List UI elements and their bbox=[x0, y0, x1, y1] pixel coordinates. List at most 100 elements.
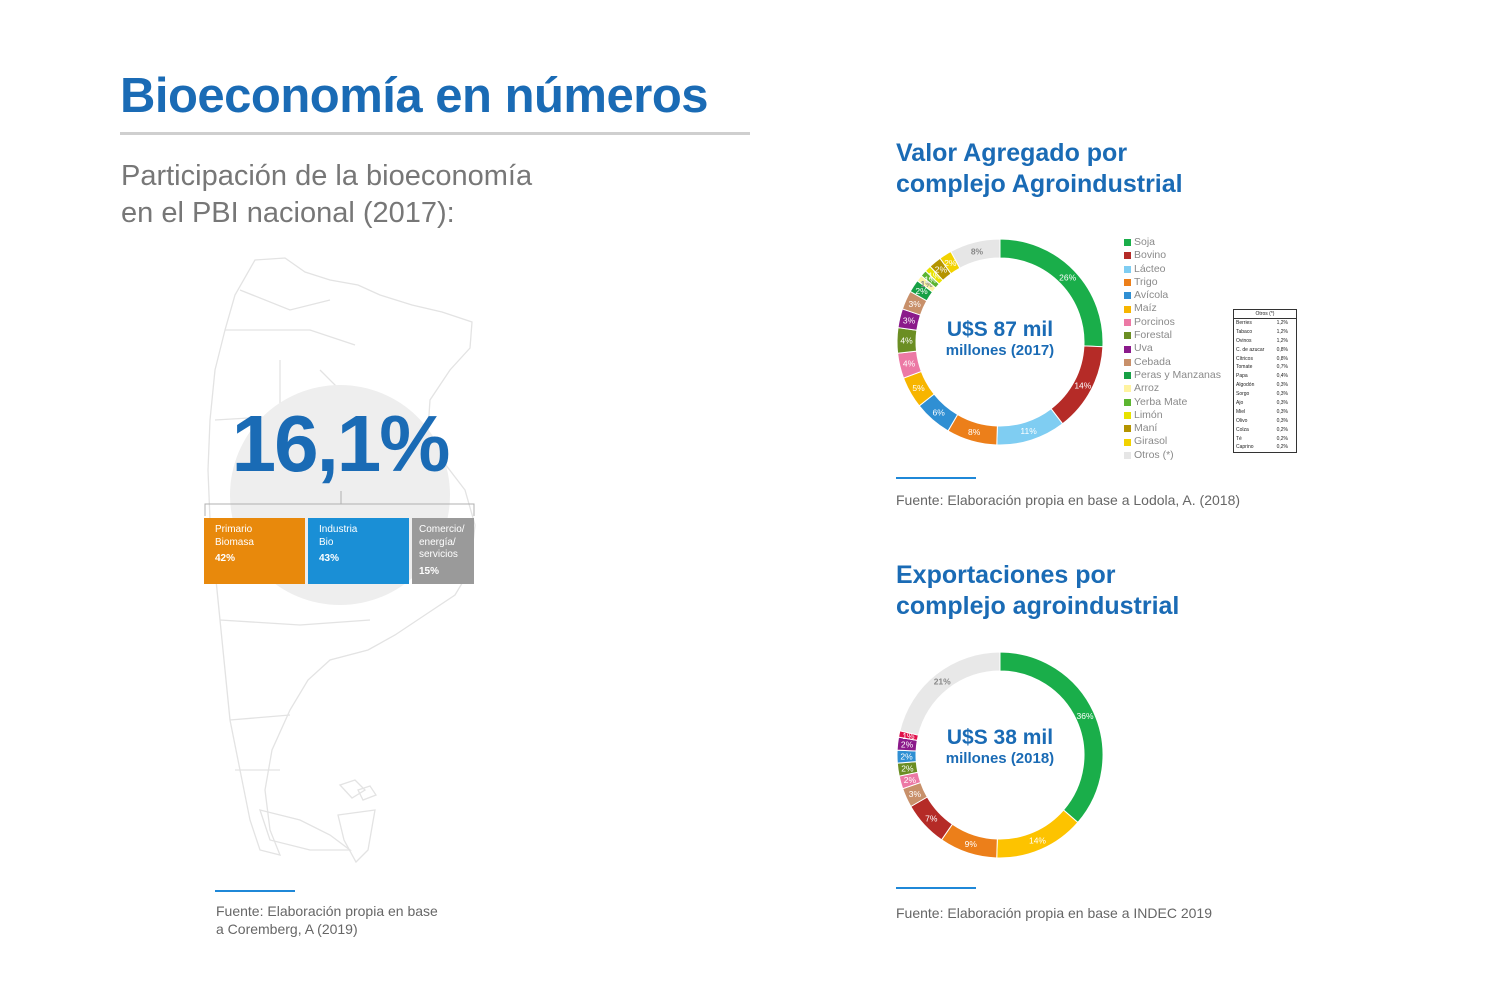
legend-label: Lácteo bbox=[1134, 262, 1166, 275]
otros-table-row: Algodón 0,3% bbox=[1234, 381, 1296, 390]
legend-swatch bbox=[1124, 358, 1131, 366]
otros-item-value: 1,2% bbox=[1276, 337, 1288, 344]
otros-item-value: 1,2% bbox=[1276, 320, 1288, 326]
legend-swatch bbox=[1124, 398, 1131, 406]
legend-label: Bovino bbox=[1134, 249, 1167, 262]
legend-label: Trigo bbox=[1134, 275, 1158, 288]
page-title: Bioeconomía en números bbox=[120, 69, 709, 123]
otros-item-name: Tomate bbox=[1236, 364, 1253, 371]
legend-item: Porcinos bbox=[1124, 316, 1221, 329]
otros-item-name: Sorgo bbox=[1236, 391, 1250, 398]
segment-label-line: energía/ bbox=[419, 536, 456, 548]
slice-label: 26% bbox=[1059, 272, 1076, 282]
otros-table-row: Ajo 0,3% bbox=[1234, 399, 1296, 408]
segment-primario: Primario Biomasa 42% bbox=[204, 518, 305, 584]
otros-item-value: 0,3% bbox=[1276, 382, 1288, 389]
otros-table-row: Caprino 0,2% bbox=[1234, 443, 1296, 452]
chart-title-line: complejo Agroindustrial bbox=[896, 170, 1183, 198]
legend-label: Maní bbox=[1134, 422, 1158, 435]
chart-title: Valor Agregado por complejo Agroindustri… bbox=[896, 138, 1183, 200]
otros-item-value: 0,4% bbox=[1276, 373, 1288, 380]
otros-item-name: Colza bbox=[1236, 426, 1249, 433]
legend-label: Girasol bbox=[1134, 435, 1168, 448]
legend-label: Limón bbox=[1134, 408, 1163, 421]
legend-label: Avícola bbox=[1134, 289, 1169, 302]
legend-swatch bbox=[1124, 412, 1131, 419]
slice-label: 2% bbox=[901, 740, 914, 750]
source-divider bbox=[896, 887, 976, 889]
donut-slice bbox=[950, 238, 1001, 269]
otros-table-row: Tomate 0,7% bbox=[1234, 363, 1296, 372]
otros-item-name: Cítricos bbox=[1236, 355, 1253, 362]
bioeconomy-share-value: 16,1% bbox=[231, 399, 451, 488]
legend-swatch bbox=[1124, 252, 1131, 260]
otros-table-row: Cítricos 0,8% bbox=[1234, 355, 1296, 364]
slice-label: 2% bbox=[915, 286, 928, 296]
otros-table-row: Miel 0,3% bbox=[1234, 408, 1296, 417]
legend-label: Otros (*) bbox=[1134, 448, 1174, 461]
segment-label-line: servicios bbox=[419, 549, 458, 560]
slice-label: 2% bbox=[901, 763, 914, 773]
segment-comercio: Comercio/ energía/ servicios 15% bbox=[412, 518, 474, 584]
legend-item: Girasol bbox=[1124, 435, 1221, 448]
segment-label-line: Primario bbox=[215, 524, 253, 535]
legend-swatch bbox=[1124, 305, 1131, 313]
slice-label: 2% bbox=[944, 258, 957, 268]
otros-item-name: C. de azucar bbox=[1236, 346, 1265, 353]
otros-item-value: 0,2% bbox=[1276, 426, 1288, 433]
otros-table-row: Papa 0,4% bbox=[1234, 372, 1296, 381]
slice-label: 1% bbox=[902, 731, 915, 741]
otros-item-name: Ajo bbox=[1236, 400, 1244, 407]
slice-label: 1% bbox=[924, 275, 937, 285]
donut-slice bbox=[899, 651, 1001, 736]
chart-legend: Soja Bovino Lácteo Trigo Avícola Maíz Porcinos… bbox=[1124, 236, 1221, 462]
otros-item-name: Algodón bbox=[1236, 382, 1255, 389]
otros-table-row: Colza 0,2% bbox=[1234, 426, 1296, 435]
slice-label: 4% bbox=[900, 336, 913, 346]
legend-label: Arroz bbox=[1134, 382, 1160, 395]
slice-label: 6% bbox=[933, 408, 946, 418]
legend-swatch bbox=[1124, 372, 1131, 380]
chart-title: Exportaciones por complejo agroindustria… bbox=[896, 560, 1179, 622]
slice-label: 11% bbox=[1020, 426, 1037, 436]
legend-item: Maíz bbox=[1124, 302, 1221, 315]
otros-table-row: Sorgo 0,3% bbox=[1234, 390, 1296, 399]
otros-table-header: Otros (*) bbox=[1234, 310, 1296, 319]
slice-label: 2% bbox=[904, 775, 917, 785]
source-divider bbox=[215, 890, 295, 892]
legend-item: Yerba Mate bbox=[1124, 396, 1221, 409]
legend-swatch bbox=[1124, 239, 1131, 247]
legend-swatch bbox=[1124, 279, 1131, 287]
center-caption: millones (2017) bbox=[945, 342, 1055, 359]
legend-label: Peras y Manzanas bbox=[1134, 368, 1221, 381]
source-note: Fuente: Elaboración propia en base a Cor… bbox=[216, 902, 438, 938]
legend-swatch bbox=[1124, 438, 1131, 446]
otros-item-name: Té bbox=[1236, 435, 1242, 442]
slice-label: 21% bbox=[934, 677, 951, 687]
donut-center-label: U$S 38 mil millones (2018) bbox=[930, 726, 1070, 767]
center-amount: U$S 38 mil bbox=[946, 726, 1054, 749]
segment-percentage: 42% bbox=[215, 553, 236, 564]
source-line: a Coremberg, A (2019) bbox=[216, 921, 358, 937]
value-added-donut-chart: 26%14%11%8%6%5%4%4%3%3%2%1%1%1%2%2%8% bbox=[896, 238, 1104, 446]
source-divider bbox=[896, 477, 976, 479]
legend-swatch bbox=[1124, 425, 1131, 433]
legend-item: Lácteo bbox=[1124, 263, 1221, 276]
otros-item-value: 0,3% bbox=[1276, 408, 1288, 415]
otros-item-value: 0,2% bbox=[1276, 444, 1288, 451]
slice-label: 14% bbox=[1029, 836, 1046, 846]
legend-item: Uva bbox=[1124, 342, 1221, 355]
slice-label: 2% bbox=[900, 751, 913, 761]
source-line: Fuente: Elaboración propia en base bbox=[216, 903, 438, 919]
breakdown-bracket bbox=[204, 491, 475, 516]
pbi-breakdown: Primario Biomasa 42% Industria Bio 43% C… bbox=[204, 518, 474, 584]
legend-label: Porcinos bbox=[1134, 315, 1175, 328]
legend-item: Otros (*) bbox=[1124, 449, 1221, 462]
donut-slice bbox=[996, 809, 1079, 859]
otros-item-name: Olivo bbox=[1236, 417, 1248, 424]
subtitle-line-2: en el PBI nacional (2017): bbox=[121, 197, 455, 229]
legend-swatch bbox=[1124, 385, 1131, 393]
otros-table-row: Té 0,2% bbox=[1234, 435, 1296, 444]
slice-label: 7% bbox=[925, 813, 938, 823]
otros-table-row: Berries 1,2% bbox=[1234, 319, 1296, 328]
